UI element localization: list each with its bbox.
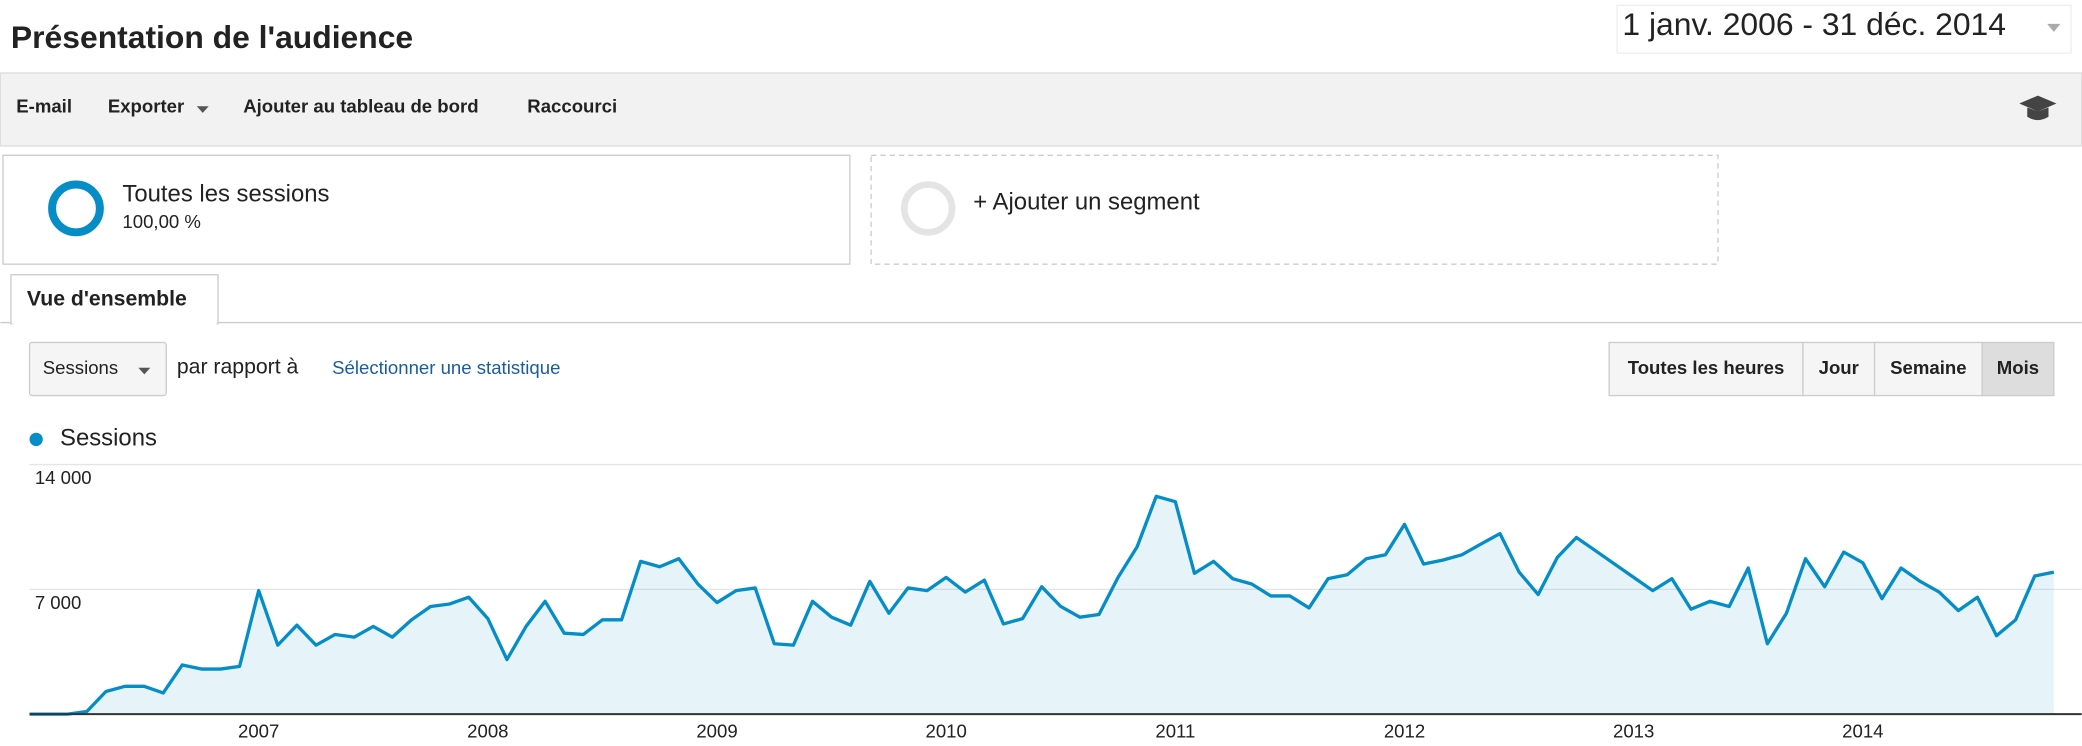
add-segment-circle <box>900 181 956 236</box>
granularity-label[interactable]: Toutes les heures <box>1628 357 1785 378</box>
page-title: Présentation de l'audience <box>11 19 413 55</box>
granularity-button[interactable] <box>1873 341 1983 397</box>
date-picker[interactable] <box>1616 4 2072 54</box>
legend-label: Sessions <box>60 425 157 452</box>
metric-dropdown[interactable] <box>28 341 167 397</box>
select-metric-link[interactable]: Sélectionner une statistique <box>332 357 560 378</box>
tab-gap <box>12 318 217 326</box>
y-tick-label: 14 000 <box>35 467 92 488</box>
toolbar-item[interactable]: Ajouter au tableau de bord <box>243 95 478 116</box>
x-tick-label: 2009 <box>696 721 737 742</box>
granularity-button[interactable] <box>1802 341 1876 397</box>
segment-donut <box>48 180 104 237</box>
tab[interactable] <box>10 274 219 325</box>
area <box>29 496 2054 715</box>
metric-label[interactable]: Sessions <box>43 357 118 378</box>
add-segment[interactable]: + Ajouter un segment <box>973 188 1200 215</box>
legend-dot <box>29 432 43 447</box>
add-segment-card[interactable] <box>870 154 1719 265</box>
granularity-button[interactable] <box>1608 341 1804 397</box>
x-tick-label: 2013 <box>1613 721 1654 742</box>
segment-card[interactable] <box>2 154 851 265</box>
x-tick-label: 2008 <box>467 721 508 742</box>
granularity-button[interactable] <box>1981 341 2055 397</box>
compare-text: par rapport à <box>177 355 299 378</box>
x-tick-label: 2010 <box>926 721 967 742</box>
segment-name: Toutes les sessions <box>122 180 329 207</box>
granularity-label[interactable]: Jour <box>1819 357 1859 378</box>
x-tick-label: 2011 <box>1155 721 1195 742</box>
toolbar-item[interactable]: Exporter <box>108 95 184 116</box>
toolbar-item[interactable]: Raccourci <box>527 95 617 116</box>
segment-share: 100,00 % <box>122 211 201 232</box>
toolbar <box>0 72 2082 147</box>
x-tick-label: 2014 <box>1842 721 1883 742</box>
date-range[interactable]: 1 janv. 2006 - 31 déc. 2014 <box>1622 6 2006 42</box>
x-tick-label: 2012 <box>1384 721 1425 742</box>
granularity-label[interactable]: Semaine <box>1890 357 1966 378</box>
line <box>29 494 2055 716</box>
tab-label[interactable]: Vue d'ensemble <box>27 288 187 311</box>
toolbar-item[interactable]: E-mail <box>16 95 72 116</box>
y-tick-label: 7 000 <box>35 592 81 613</box>
academy-icon[interactable] <box>2019 95 2057 121</box>
dropdown-arrow <box>138 367 151 375</box>
x-tick-label: 2007 <box>238 721 279 742</box>
export-arrow <box>196 106 209 113</box>
granularity-label[interactable]: Mois <box>1997 357 2039 378</box>
date-arrow <box>2047 23 2061 32</box>
